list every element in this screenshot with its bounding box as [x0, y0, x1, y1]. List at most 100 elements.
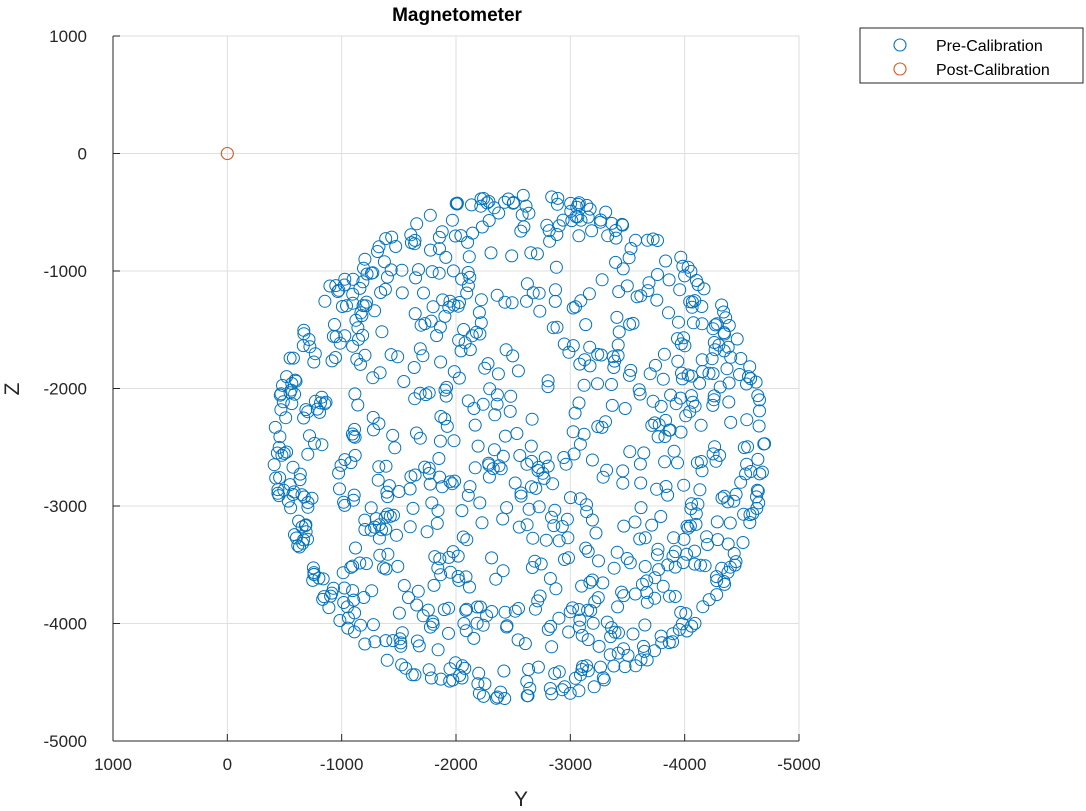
- legend-marker-post-calibration: [893, 62, 907, 76]
- pre-calibration-point: [348, 422, 361, 436]
- pre-calibration-point: [514, 486, 528, 500]
- pre-calibration-point: [358, 637, 372, 651]
- pre-calibration-point: [567, 447, 581, 461]
- pre-calibration-point: [568, 671, 582, 685]
- pre-calibration-point: [751, 452, 765, 466]
- pre-calibration-point: [641, 284, 655, 298]
- pre-calibration-point: [504, 389, 518, 403]
- pre-calibration-point: [574, 213, 588, 227]
- pre-calibration-point: [641, 233, 654, 247]
- pre-calibration-point: [547, 519, 561, 533]
- pre-calibration-point: [581, 603, 595, 617]
- pre-calibration-point: [528, 554, 542, 568]
- pre-calibration-point: [447, 298, 461, 312]
- y-tick-label: 0: [78, 145, 87, 164]
- pre-calibration-point: [444, 565, 457, 579]
- pre-calibration-point: [347, 488, 361, 502]
- y-tick-label: -4000: [44, 615, 87, 634]
- pre-calibration-point: [430, 329, 444, 343]
- pre-calibration-point: [681, 260, 695, 274]
- pre-calibration-point: [373, 548, 387, 562]
- pre-calibration-point: [473, 496, 487, 510]
- pre-calibration-point: [538, 451, 552, 465]
- pre-calibration-point: [469, 325, 483, 339]
- pre-calibration-point: [358, 252, 372, 266]
- pre-calibration-point: [533, 304, 547, 318]
- pre-calibration-point: [412, 263, 425, 277]
- pre-calibration-point: [581, 210, 595, 224]
- pre-calibration-point: [573, 357, 587, 371]
- pre-calibration-point: [379, 634, 393, 648]
- pre-calibration-point: [638, 531, 652, 545]
- pre-calibration-point: [427, 578, 441, 592]
- pre-calibration-point: [657, 347, 671, 361]
- x-tick-label: 1000: [94, 755, 132, 774]
- pre-calibration-point: [520, 518, 534, 532]
- pre-calibration-point: [623, 368, 636, 382]
- pre-calibration-point: [705, 352, 719, 366]
- pre-calibration-point: [537, 471, 551, 485]
- pre-calibration-point: [490, 288, 504, 302]
- pre-calibration-point: [408, 468, 422, 482]
- pre-calibration-point: [655, 636, 669, 650]
- pre-calibration-point: [685, 300, 699, 314]
- pre-calibration-point: [589, 526, 603, 540]
- pre-calibration-point: [651, 268, 664, 281]
- pre-calibration-point: [432, 266, 446, 280]
- pre-calibration-point: [416, 609, 430, 623]
- pre-calibration-point: [422, 461, 436, 475]
- pre-calibration-point: [491, 690, 504, 704]
- pre-calibration-point: [312, 571, 326, 585]
- pre-calibration-point: [332, 466, 346, 480]
- pre-calibration-point: [648, 591, 662, 605]
- pre-calibration-point: [616, 464, 630, 478]
- pre-calibration-point: [405, 668, 419, 682]
- pre-calibration-point: [303, 429, 316, 443]
- pre-calibration-point: [337, 495, 351, 509]
- pre-calibration-point: [346, 559, 360, 573]
- pre-calibration-point: [273, 471, 287, 485]
- pre-calibration-point: [474, 199, 488, 213]
- pre-calibration-point: [337, 596, 351, 609]
- pre-calibration-point: [610, 545, 624, 559]
- pre-calibration-point: [633, 457, 647, 471]
- pre-calibration-point: [486, 462, 500, 476]
- pre-calibration-point: [377, 255, 391, 269]
- legend-label-pre-calibration: Pre-Calibration: [936, 38, 1043, 55]
- pre-calibration-point: [664, 388, 678, 402]
- pre-calibration-point: [489, 572, 503, 586]
- pre-calibration-point: [566, 301, 580, 315]
- pre-calibration-point: [505, 296, 519, 310]
- pre-calibration-point: [448, 229, 462, 243]
- pre-calibration-point: [350, 352, 364, 366]
- pre-calibration-point: [358, 513, 372, 527]
- pre-calibration-point: [684, 389, 698, 403]
- pre-calibration-point: [679, 409, 693, 423]
- pre-calibration-point: [530, 247, 544, 261]
- pre-calibration-point: [468, 418, 482, 432]
- pre-calibration-point: [408, 307, 422, 321]
- pre-calibration-point: [445, 213, 459, 227]
- pre-calibration-point: [555, 683, 569, 697]
- pre-calibration-point: [611, 600, 625, 614]
- pre-calibration-point: [447, 365, 461, 379]
- pre-calibration-point: [386, 428, 400, 442]
- pre-calibration-point: [526, 286, 540, 300]
- pre-calibration-point: [534, 557, 548, 571]
- pre-calibration-point: [461, 394, 475, 408]
- pre-calibration-point: [680, 547, 694, 561]
- pre-calibration-point: [623, 556, 637, 570]
- pre-calibration-point: [610, 310, 624, 324]
- pre-calibration-point: [365, 584, 379, 598]
- pre-calibration-point: [452, 573, 466, 587]
- pre-calibration-point: [611, 338, 625, 352]
- pre-calibration-point: [616, 262, 630, 276]
- pre-calibration-point: [391, 350, 405, 364]
- pre-calibration-point: [436, 293, 450, 307]
- pre-calibration-point: [698, 559, 712, 573]
- y-axis-label: Z: [1, 382, 24, 395]
- pre-calibration-point: [407, 361, 421, 374]
- pre-calibration-point: [546, 321, 560, 335]
- pre-calibration-point: [346, 493, 360, 507]
- pre-calibration-point: [431, 643, 445, 657]
